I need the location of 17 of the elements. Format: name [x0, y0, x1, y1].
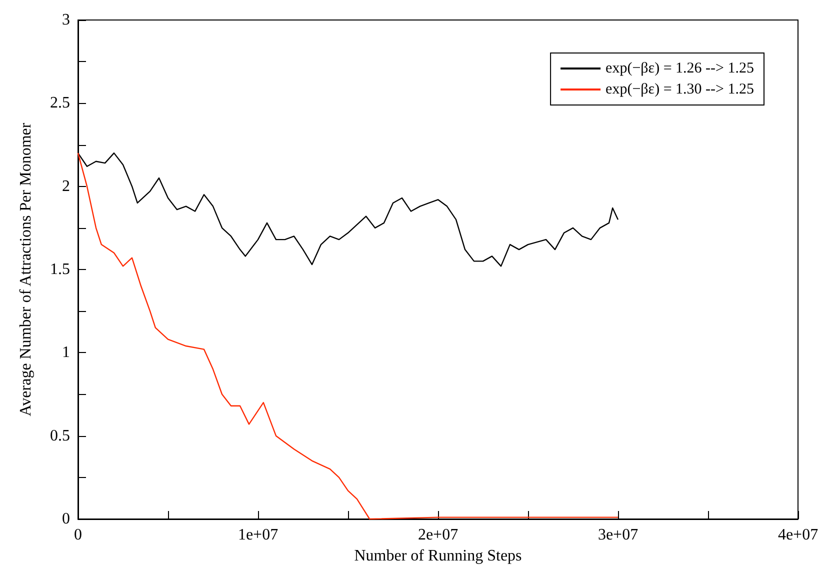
y-tick-label: 1.5 [50, 261, 70, 278]
y-tick-label: 0 [62, 510, 70, 528]
y-tick-label: 2 [62, 178, 70, 195]
x-tick-label: 0 [74, 526, 82, 544]
y-tick-label: 0.5 [50, 427, 70, 444]
y-tick-label: 3 [62, 12, 70, 28]
line-series [77, 152, 619, 520]
y-tick-label: 1 [62, 344, 70, 362]
x-tick-label: 1e+07 [238, 526, 278, 544]
x-tick-label: 2e+07 [418, 526, 458, 544]
legend-label: exp(−βε) = 1.26 --> 1.25 [606, 60, 754, 76]
x-tick-label: 3e+07 [598, 526, 638, 544]
x-tick-label: 4e+07 [778, 526, 818, 544]
x-axis-title: Number of Running Steps [354, 547, 522, 564]
y-axis-title: Average Number of Attractions Per Monomer [18, 122, 34, 416]
legend-label: exp(−βε) = 1.30 --> 1.25 [606, 82, 754, 98]
y-tick-label: 2.5 [50, 94, 70, 112]
